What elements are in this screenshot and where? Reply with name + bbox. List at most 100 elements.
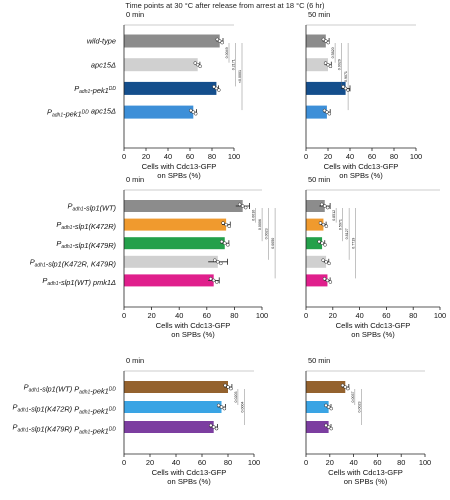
panel-a-50min-tick-label-1: 20 [324,152,332,161]
panel-b-0min-point-1-2 [227,224,231,228]
panel-a-0min-xlabel: Cells with Cdc13-GFP on SPBs (%) [142,162,217,180]
panel-c-0min-point-0-1 [226,385,230,389]
panel-b-50min-point-3-1 [324,260,328,264]
panel-c-50min-bar-2 [306,421,329,433]
panel-a-50min-point-2-0 [341,85,345,89]
panel-a-0min-tick-label-0: 0 [122,152,126,161]
panel-c-50min-point-2-2 [329,426,333,431]
panel-c-0min-category-label-0: Padh1-slp1(WT) Padh1-pek1DD [24,383,117,396]
panel-c-50min-point-0-1 [343,385,348,389]
panel-a-50min-point-1-2 [328,64,333,69]
panel-a-50min-point-1-0 [323,61,328,65]
panel-b-50min-tick-label-0: 0 [304,311,308,320]
panel-b-0min-tick-label-4: 80 [230,311,238,320]
panel-b-0min-subtitle: 0 min [126,175,144,184]
panel-b-0min-pvalue-2: 0.0023 [265,228,269,239]
panel-c-50min-tick-label-1: 20 [326,458,334,467]
panel-a-0min-point-2-1 [214,86,219,91]
panel-a-50min-xlabel: Cells with Cdc13-GFP on SPBs (%) [324,162,399,180]
panel-a-50min-subtitle: 50 min [308,10,330,19]
panel-b-0min-point-3-0 [213,258,217,262]
panel-a-50min-bar-1 [306,58,328,72]
panel-a-0min-point-3-0 [189,108,193,113]
panel-c-0min-tick-label-1: 20 [146,458,154,467]
panel-a-0min-tick-label-1: 20 [142,152,150,161]
panel-c-0min-point-1-2 [222,406,227,411]
panel-a-0min-tick-label-4: 80 [208,152,216,161]
panel-a-50min-tick-label-0: 0 [304,152,308,161]
panel-a-50min-tick-label-3: 60 [368,152,376,161]
panel-b-50min-point-4-0 [322,277,327,281]
panel-a-0min-tick-label-2: 40 [164,152,172,161]
panel-c-0min-category-label-1: Padh1-slp1(K472R) Padh1-pek1DD [13,403,117,416]
panel-a-50min-bar-3 [306,105,327,119]
panel-b-0min-point-0-0 [237,202,242,207]
panel-a-0min-point-3-1 [191,110,196,114]
panel-c-0min-bar-2 [124,421,214,433]
panel-a-0min-pvalue-1: 0.2171 [232,59,236,70]
panel-b-50min-pvalue-2: 0.8127 [345,228,349,239]
panel-c-0min-pvalue-1: 0.0004 [240,402,244,413]
panel-c-0min-tick-label-5: 100 [248,458,260,467]
panel-b-50min-point-4-2 [328,280,333,284]
panel-a-0min-category-label-2: Padh1-pek1DD [74,84,116,95]
panel-b-50min-point-2-2 [323,243,327,247]
panel-b-50min-bar-1 [306,218,324,231]
panel-b-50min-xlabel: Cells with Cdc13-GFP on SPBs (%) [336,321,411,339]
panel-a-50min-point-3-0 [322,108,327,113]
panel-a-0min-point-0-2 [220,40,224,45]
panel-a-50min-tick-label-4: 80 [390,152,398,161]
panel-b-50min-point-3-0 [321,258,325,262]
panel-c-0min-bar-1 [124,401,222,413]
panel-a-0min-bar-3 [124,105,194,119]
panel-a-0min-point-1-2 [198,64,202,69]
panel-b-0min-point-2-2 [226,243,230,247]
panel-b-50min-tick-label-5: 100 [434,311,446,320]
panel-a-50min-point-0-1 [324,39,328,43]
panel-a-0min-pvalue-2: <0.0001 [238,70,242,83]
panel-a-0min-point-2-0 [212,85,216,89]
panel-b-50min-tick-label-3: 60 [382,311,390,320]
panel-b-0min-point-4-0 [208,277,213,281]
panel-c-0min-point-2-0 [209,423,213,428]
panel-b-50min-bar-4 [306,274,328,287]
panel-c-0min-point-2-1 [211,425,216,429]
panel-c-50min-pvalue-1: 0.0023 [357,402,361,413]
panel-a-0min-bar-2 [124,81,217,95]
panel-b-0min-pvalue-0: 0.0010 [252,210,256,221]
panel-b-0min-bar-3 [124,255,218,268]
panel-a-50min-tick-label-5: 100 [410,152,422,161]
panel-c-0min-tick-label-2: 40 [172,458,180,467]
panel-a-50min-point-2-1 [343,86,348,91]
panel-c-0min-point-0-2 [229,386,233,391]
panel-b-50min-point-4-1 [325,278,330,283]
panel-a-50min-point-3-1 [325,110,329,114]
panel-b-0min-bar-0 [124,200,243,212]
panel-b-50min-point-0-2 [325,205,330,210]
panel-b-0min-bar-2 [124,237,225,250]
panel-b-0min-point-3-1 [216,260,220,264]
panel-c-50min-point-1-1 [326,405,331,409]
panel-b-50min-pvalue-0: 0.8512 [332,210,336,221]
panel-a-50min-bar-2 [306,81,346,95]
panel-b-0min-point-0-1 [240,204,245,208]
panel-b-0min-point-1-1 [224,222,228,227]
panel-c-0min-point-0-0 [223,383,227,388]
panel-b-0min-category-label-1: Padh1-slp1(K472R) [56,220,116,231]
panel-b-50min-pvalue-3: 0.7719 [352,238,356,249]
panel-c-50min-tick-label-5: 100 [419,458,431,467]
panel-b-50min-bar-3 [306,255,327,268]
panel-c-50min-tick-label-2: 40 [349,458,357,467]
panel-a-50min-pvalue-1: 0.0029 [338,59,342,70]
panel-b-0min-xlabel: Cells with Cdc13-GFP on SPBs (%) [156,321,231,339]
panel-b-0min-point-2-0 [219,239,224,244]
panel-c-50min-point-2-1 [326,425,331,429]
panel-a-0min-bar-0 [124,34,220,48]
panel-b-0min-category-label-3: Padh1-slp1(K472R, K479R) [30,257,117,268]
panel-a-0min-category-label-0: wild-type [87,37,116,46]
panel-b-50min-point-0-0 [320,202,324,207]
panel-c-0min-pvalue-0: 0.0203 [234,392,238,403]
panel-b-0min-tick-label-0: 0 [122,311,126,320]
panel-b-50min-point-3-2 [327,261,331,266]
